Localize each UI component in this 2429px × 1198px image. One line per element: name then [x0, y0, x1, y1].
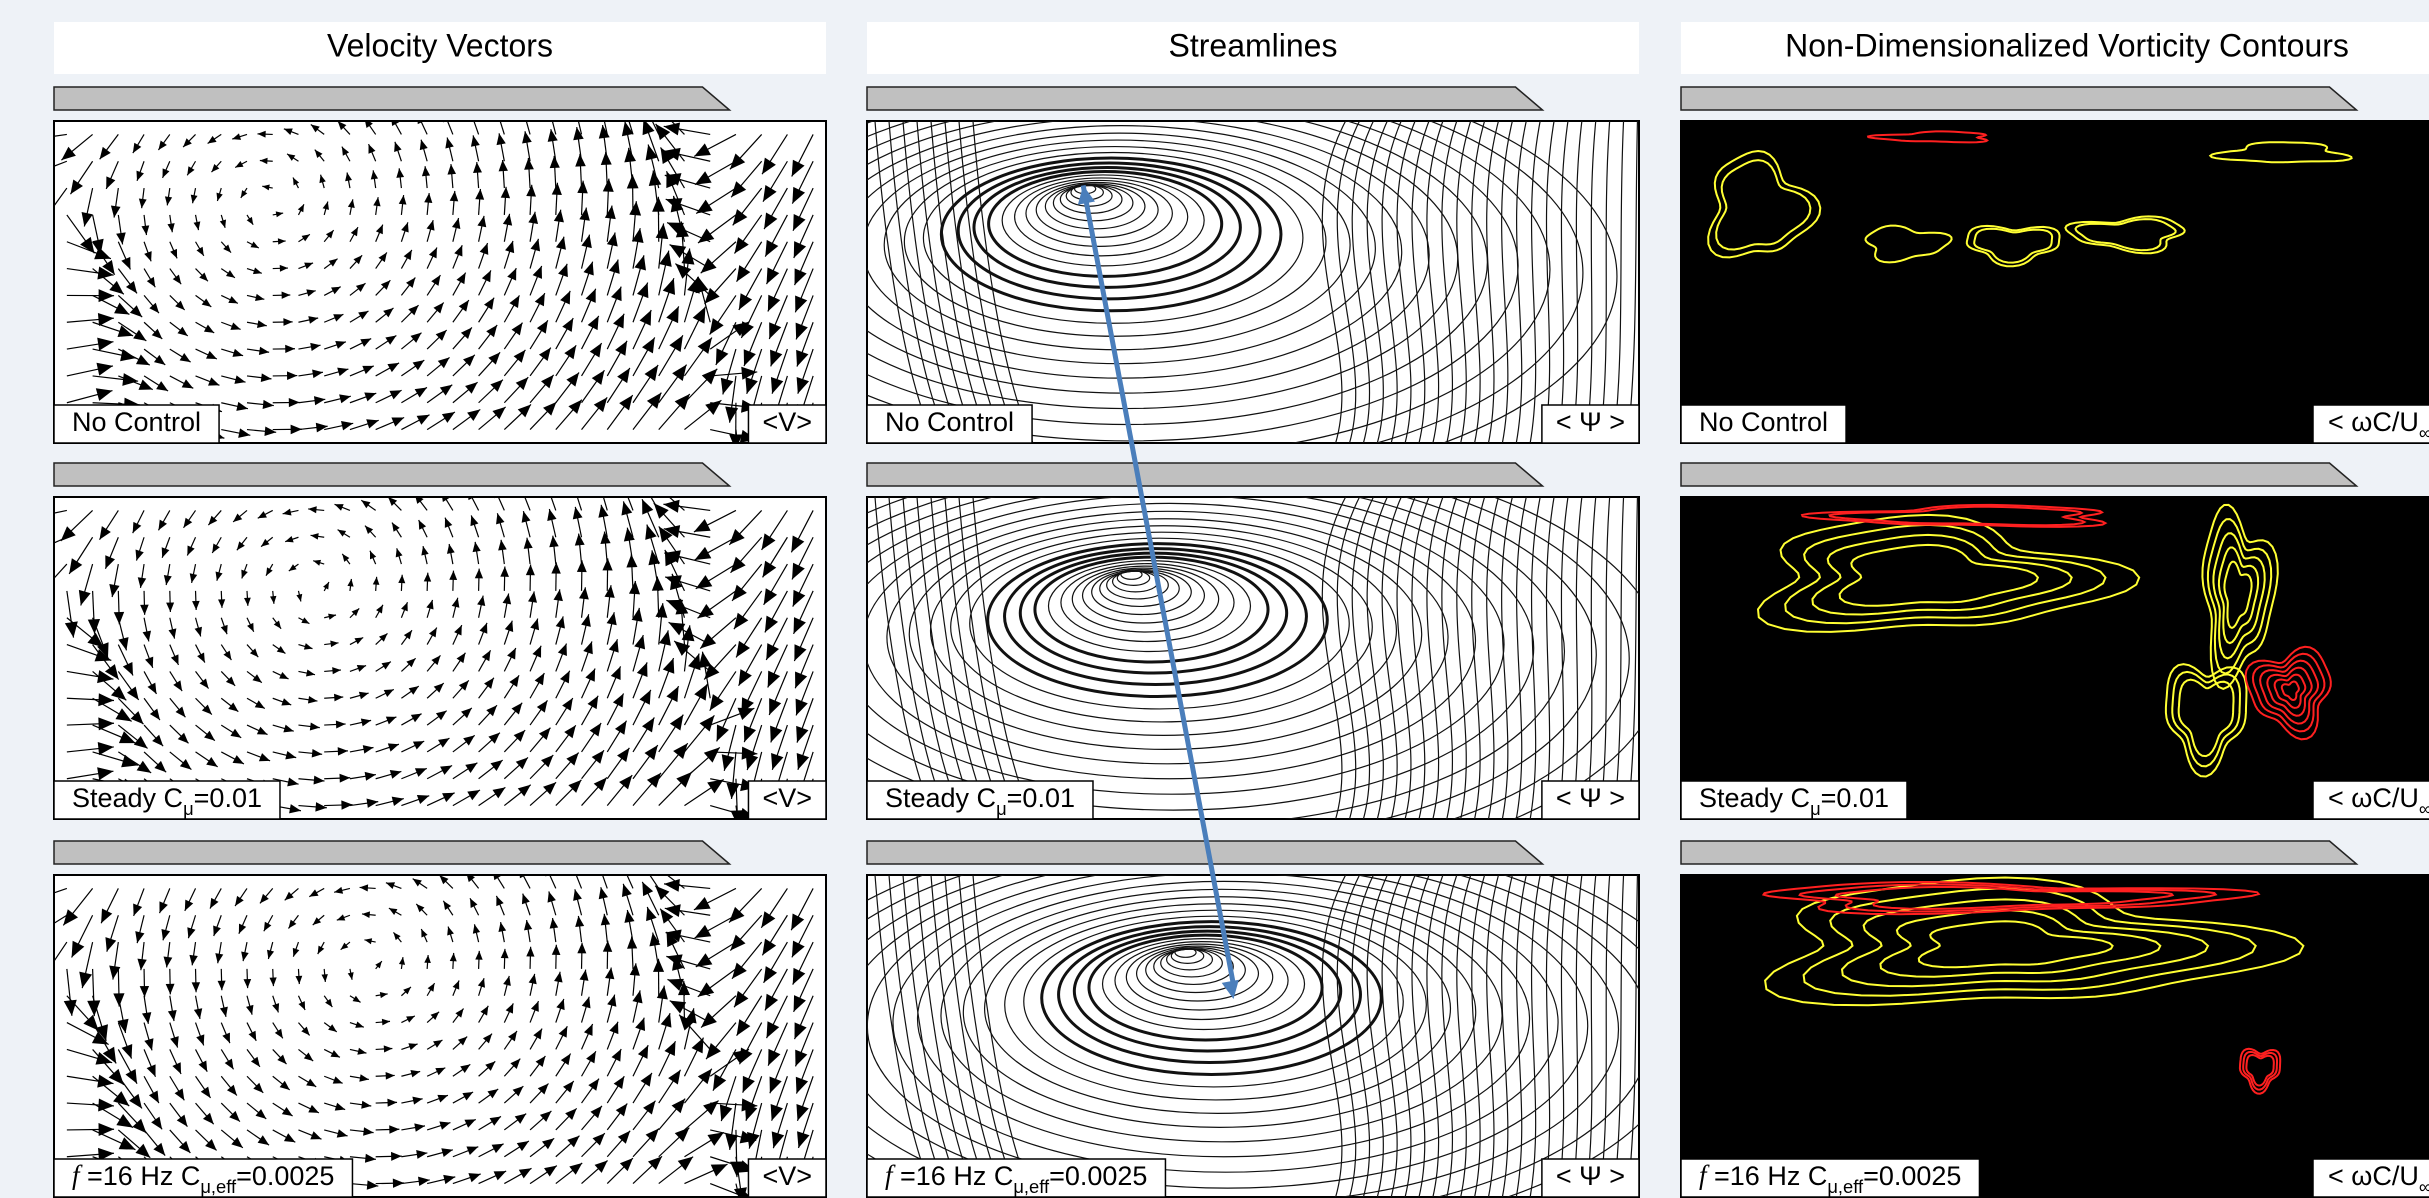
airfoil-bar [867, 463, 1543, 486]
subscript: μ,eff [200, 1176, 237, 1197]
panel: f =16 Hz Cμ,eff=0.0025< ωC/U∞ > [1681, 841, 2429, 1197]
panel-bg [867, 497, 1639, 819]
panel-bg [54, 497, 826, 819]
label-text: < Ψ > [1556, 783, 1625, 813]
text-run: No Control [885, 407, 1014, 437]
arrow-head [20, 132, 36, 145]
label-text: < Ψ > [1556, 407, 1625, 437]
subscript: μ,eff [1827, 1176, 1864, 1197]
text-run: <V> [762, 1161, 812, 1191]
column-title: Velocity Vectors [327, 27, 553, 63]
label-text: No Control [72, 407, 201, 437]
panel: f =16 Hz Cμ,eff=0.0025<V> [22, 841, 826, 1198]
contour-bg [1681, 875, 2429, 1197]
text-run: < Ψ > [1556, 407, 1625, 437]
subscript: μ,eff [1013, 1176, 1050, 1197]
airfoil-bar [1681, 87, 2357, 110]
panel-bg [54, 121, 826, 443]
column-title: Non-Dimensionalized Vorticity Contours [1785, 27, 2349, 63]
text-run: Steady C [885, 783, 996, 813]
arrow-head [40, 965, 54, 981]
arrow-head [798, 834, 811, 851]
panel: No Control< ωC/U∞ > [1681, 87, 2429, 443]
arrow-head [750, 460, 763, 476]
subscript: μ [183, 798, 194, 819]
text-run: =16 Hz C [80, 1161, 201, 1191]
text-run: =0.0025 [1863, 1161, 1961, 1191]
text-run: =16 Hz C [893, 1161, 1014, 1191]
page: Velocity Vectors Streamlines Non-Dimension… [0, 0, 2429, 1198]
airfoil-bar [1681, 463, 2357, 486]
label-text: <V> [762, 783, 812, 813]
arrow-head [23, 167, 40, 179]
column-title: Streamlines [1169, 27, 1338, 63]
text-run: < Ψ > [1556, 783, 1625, 813]
text-run: Steady C [72, 783, 183, 813]
text-run: Steady C [1699, 783, 1810, 813]
text-run: =0.01 [194, 783, 262, 813]
arrow-head [21, 511, 37, 524]
panel-bg [54, 875, 826, 1197]
text-run: =0.0025 [236, 1161, 334, 1191]
figure: Velocity Vectors Streamlines Non-Dimension… [0, 0, 2429, 1198]
panel: f =16 Hz Cμ,eff=0.0025< Ψ > [754, 823, 1718, 1198]
subscript: ∞ [2419, 798, 2429, 819]
airfoil-bar [1681, 841, 2357, 864]
text-run: < ωC/U [2328, 783, 2419, 813]
text-run: =16 Hz C [1707, 1161, 1828, 1191]
subscript: ∞ [2419, 422, 2429, 443]
arrow-head [39, 210, 53, 226]
text-run: < ωC/U [2328, 1161, 2419, 1191]
text-run: No Control [1699, 407, 1828, 437]
arrow-head [27, 927, 44, 941]
arrow-head [751, 836, 764, 852]
text-run: =0.01 [1821, 783, 1889, 813]
text-run: =0.01 [1007, 783, 1075, 813]
arrow-head [35, 583, 50, 599]
text-run: <V> [762, 783, 812, 813]
label-text: <V> [762, 407, 812, 437]
label-text: No Control [885, 407, 1014, 437]
arrow-head [24, 544, 41, 556]
panel: No Control <V> [20, 87, 826, 477]
panel: Steady Cμ=0.01< ωC/U∞ > [1681, 463, 2429, 819]
subscript: μ [996, 798, 1007, 819]
text-run: < Ψ > [1556, 1161, 1625, 1191]
contour-bg [1681, 497, 2429, 819]
panel-content [1681, 497, 2429, 819]
arrow-head [22, 893, 39, 905]
label-text: No Control [1699, 407, 1828, 437]
airfoil-bar [54, 87, 730, 110]
panel: Steady Cμ=0.01 <V> [21, 463, 826, 852]
airfoil-bar [54, 841, 730, 864]
arrow-head [774, 835, 787, 852]
arrow-head [773, 459, 786, 476]
label-text: < Ψ > [1556, 1161, 1625, 1191]
text-run: < ωC/U [2328, 407, 2419, 437]
panel-content [1681, 875, 2429, 1197]
subscript: μ [1810, 798, 1821, 819]
contour-bg [1681, 121, 2429, 443]
airfoil-bar [54, 463, 730, 486]
arrow-head [798, 458, 811, 475]
label-text: <V> [762, 1161, 812, 1191]
panel: Steady Cμ=0.01 < Ψ > [700, 445, 1664, 879]
panel-content [1681, 121, 2429, 443]
airfoil-bar [867, 87, 1543, 110]
arrow-head [733, 460, 746, 476]
text-run: <V> [762, 407, 812, 437]
arrow-head [734, 836, 747, 852]
subscript: ∞ [2419, 1176, 2429, 1197]
text-run: =0.0025 [1049, 1161, 1147, 1191]
text-run: No Control [72, 407, 201, 437]
